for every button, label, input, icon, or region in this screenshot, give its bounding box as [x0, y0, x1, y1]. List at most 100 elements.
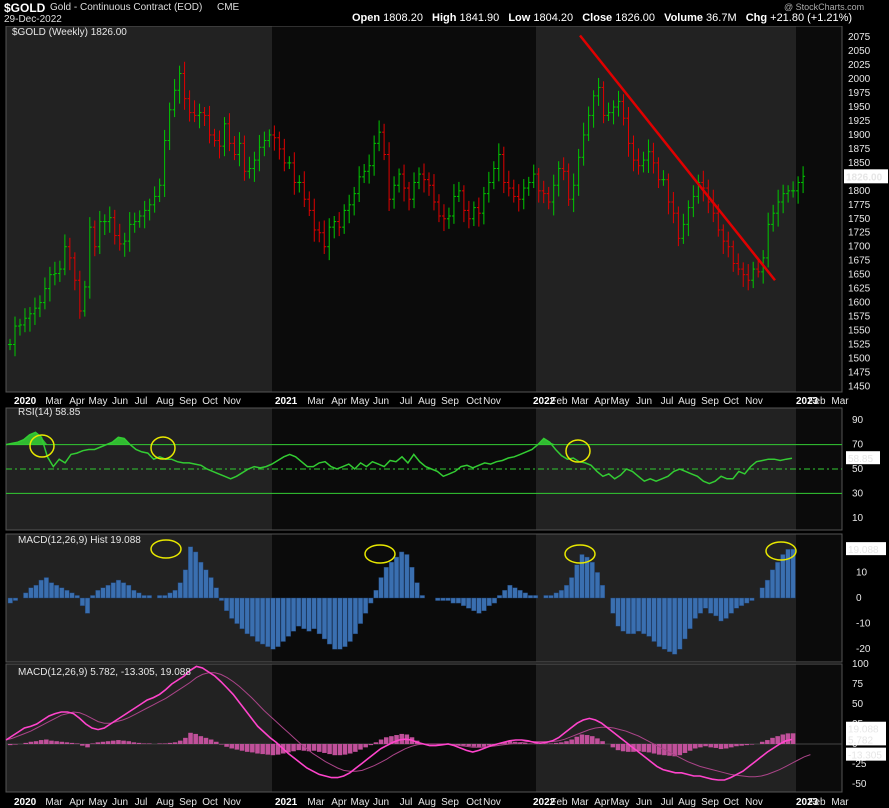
macd-hist-bar	[363, 597, 369, 614]
macd-hist-bar	[440, 597, 446, 601]
macd-panel-hist-bar	[780, 734, 786, 744]
macd-xtick: Oct	[466, 797, 482, 808]
macd-panel-hist-bar	[49, 740, 54, 744]
rsi-ytick: 50	[852, 464, 864, 475]
macd-hist-bar	[600, 585, 606, 599]
price-xtick: Jun	[373, 396, 389, 407]
price-ytick: 1625	[848, 284, 871, 295]
price-ytick: 1750	[848, 214, 871, 225]
macd-hist-bar	[85, 597, 91, 614]
macd-hist-bar	[229, 597, 235, 619]
price-ytick: 1500	[848, 353, 871, 364]
macd-panel-hist-bar	[80, 744, 85, 746]
macd-hist-bar	[579, 554, 585, 599]
hist-legend: MACD(12,26,9) Hist 19.088	[18, 535, 141, 546]
macd-panel-hist-bar	[224, 744, 229, 747]
macd-panel-hist-bar	[265, 744, 271, 755]
macd-xtick: 2021	[275, 797, 298, 808]
stat-key-high: High	[432, 12, 460, 24]
macd-xtick: May	[611, 797, 630, 808]
macd-panel-hist-bar	[250, 744, 255, 753]
symbol-label: $GOLD	[4, 1, 46, 15]
macd-hist-bar	[522, 592, 528, 599]
price-xtick: Jul	[135, 396, 148, 407]
macd-hist-bar	[316, 597, 322, 635]
price-xtick: Sep	[701, 396, 719, 407]
macd-xtick: Aug	[418, 797, 436, 808]
year-shade-2022-price	[536, 26, 796, 392]
stat-key-chg: Chg	[745, 12, 771, 24]
macd-panel-hist-bar	[157, 743, 162, 744]
stat-key-volume: Volume	[664, 12, 707, 24]
macd-hist-bar	[414, 582, 420, 599]
macd-hist-bar	[589, 561, 595, 599]
macd-hist-bar	[131, 590, 137, 599]
macd-panel-hist-bar	[517, 742, 523, 744]
macd-xtick: Apr	[69, 797, 85, 808]
macd-hist-bar	[110, 582, 116, 599]
watermark: @ StockCharts.com	[784, 2, 865, 12]
macd-ytick: 50	[852, 699, 864, 710]
macd-panel-hist-bar	[306, 744, 312, 752]
macd-hist-bar	[615, 597, 621, 627]
macd-panel-hist-bar	[471, 744, 477, 747]
price-ytick: 1525	[848, 340, 871, 351]
macd-panel-hist-bar	[111, 740, 116, 744]
macd-panel-hist-bar	[790, 733, 796, 744]
macd-hist-bar	[394, 556, 400, 599]
macd-hist-bar	[517, 590, 523, 599]
macd-panel-hist-bar	[383, 737, 389, 744]
macd-panel-hist-bar	[651, 744, 657, 754]
macd-hist-bar	[327, 597, 333, 645]
macd-panel-hist-bar	[656, 744, 662, 755]
macd-panel-hist-bar	[358, 744, 363, 750]
macd-panel-hist-bar	[69, 742, 75, 744]
rsi-ytick: 90	[852, 415, 864, 426]
macd-hist-bar	[435, 597, 441, 601]
price-ytick: 2050	[848, 46, 871, 57]
hist-ytick: 0	[856, 593, 862, 604]
macd-panel-hist-bar	[183, 737, 188, 744]
price-xtick: Jul	[400, 396, 413, 407]
macd-panel-hist-bar	[8, 744, 13, 746]
macd-signal-line	[5, 672, 811, 778]
macd-panel-hist-bar	[188, 732, 193, 744]
macd-panel-hist-bar	[162, 743, 168, 744]
macd-hist-bar	[677, 597, 683, 650]
macd-hist-bar	[533, 595, 539, 599]
macd-hist-bar	[502, 590, 508, 599]
macd-panel-hist-bar	[100, 741, 106, 744]
price-ytick: 2000	[848, 74, 871, 85]
price-xtick: Mar	[571, 396, 589, 407]
stat-key-low: Low	[508, 12, 534, 24]
macd-hist-bar	[224, 597, 230, 612]
macd-line	[5, 665, 793, 781]
price-xtick: Mar	[307, 396, 325, 407]
instrument-name: Gold - Continuous Contract (EOD)	[50, 2, 203, 13]
macd-hist-bar	[491, 597, 497, 604]
macd-hist-bar	[636, 597, 642, 632]
macd-hist-bar	[733, 597, 739, 609]
price-xtick: Nov	[223, 396, 241, 407]
macd-hist-bar	[620, 597, 626, 632]
stat-key-open: Open	[352, 12, 384, 24]
macd-panel-hist-bar	[126, 741, 132, 744]
macd-panel-hist-bar	[270, 744, 276, 756]
macd-hist-bar	[244, 597, 250, 635]
macd-hist-bar	[553, 592, 559, 599]
macd-panel-hist-bar	[193, 733, 198, 744]
macd-panel-hist-bar	[54, 741, 59, 744]
price-ytick: 1550	[848, 326, 871, 337]
macd-hist-bar	[218, 597, 224, 601]
macd-hist-bar	[358, 597, 363, 624]
macd-hist-bar	[332, 597, 338, 650]
macd-hist-bar	[697, 597, 703, 614]
macd-panel-hist-bar	[208, 739, 214, 744]
macd-xtick: Mar	[571, 797, 589, 808]
price-xtick: Nov	[483, 396, 501, 407]
macd-hist-bar	[157, 595, 163, 599]
macd-xtick: Jul	[661, 797, 674, 808]
panel-border-price	[5, 25, 843, 393]
year-shade-2020-macd	[6, 664, 272, 792]
